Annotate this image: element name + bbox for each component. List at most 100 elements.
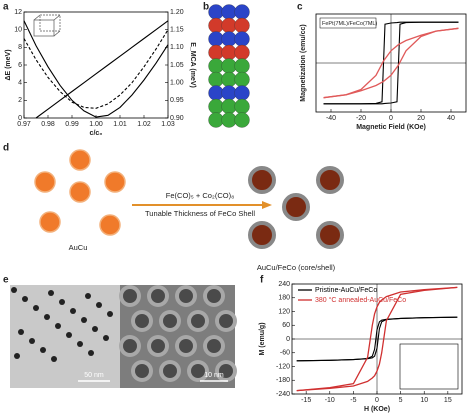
panel-label: a bbox=[3, 2, 9, 13]
panel-label: b bbox=[203, 2, 209, 13]
x-tick-label: -40 bbox=[326, 115, 336, 122]
series-line bbox=[296, 286, 458, 392]
atom bbox=[221, 44, 237, 61]
core bbox=[179, 289, 193, 303]
nanoparticle bbox=[18, 329, 24, 335]
nanoparticle bbox=[70, 308, 76, 314]
atom bbox=[234, 58, 250, 74]
nanoparticle bbox=[81, 317, 87, 323]
atom bbox=[234, 85, 250, 101]
x-tick-label: 20 bbox=[417, 115, 425, 122]
nanoparticle bbox=[44, 314, 50, 320]
atom bbox=[234, 31, 250, 47]
y-tick-label: 12 bbox=[14, 9, 22, 16]
scale-label: 50 nm bbox=[84, 372, 104, 379]
panel-label: e bbox=[3, 275, 9, 286]
series-line bbox=[23, 20, 169, 118]
core bbox=[163, 364, 177, 378]
x-tick-label: 1.03 bbox=[161, 121, 175, 128]
atom bbox=[234, 44, 250, 61]
y-tick-label: 8 bbox=[18, 44, 22, 51]
x-tick-label: 0 bbox=[375, 397, 379, 404]
panel-label: c bbox=[297, 2, 303, 13]
series-line bbox=[35, 20, 169, 119]
nanoparticle bbox=[11, 287, 17, 293]
series-line bbox=[323, 21, 459, 105]
atom bbox=[221, 58, 237, 74]
y2-axis-title: E_MCA (meV) bbox=[189, 42, 196, 88]
atom bbox=[208, 31, 224, 47]
x-axis-title: H (KOe) bbox=[364, 406, 390, 413]
x-tick-label: 0.98 bbox=[41, 121, 55, 128]
y-tick-label: 0 bbox=[286, 336, 290, 343]
nanoparticle bbox=[48, 290, 54, 296]
atom bbox=[221, 17, 237, 34]
x-tick-label: 0.97 bbox=[17, 121, 31, 128]
y2-tick-label: 1.00 bbox=[170, 80, 184, 87]
nanoparticle bbox=[96, 302, 102, 308]
arrow-label: Tunable Thickness of FeCo Shell bbox=[145, 209, 255, 218]
atom bbox=[208, 112, 224, 128]
cube-icon bbox=[33, 14, 61, 37]
nanoparticle bbox=[85, 293, 91, 299]
core bbox=[123, 289, 137, 303]
y-tick-label: 180 bbox=[278, 295, 290, 302]
x-tick-label: -5 bbox=[350, 397, 356, 404]
atom bbox=[208, 71, 224, 88]
series-line bbox=[296, 316, 458, 362]
x-tick-label: 0.99 bbox=[65, 121, 79, 128]
y-tick-label: 0 bbox=[18, 115, 22, 122]
atom bbox=[234, 17, 250, 34]
atom bbox=[221, 31, 237, 47]
series-line bbox=[296, 286, 458, 392]
core bbox=[219, 364, 233, 378]
atom-stack bbox=[208, 4, 250, 128]
x-axis-title: c/c₀ bbox=[90, 130, 103, 137]
x-tick-label: -10 bbox=[325, 397, 335, 404]
core bbox=[135, 314, 149, 328]
y2-tick-label: 1.05 bbox=[170, 62, 184, 69]
atom bbox=[208, 98, 224, 115]
x-tick-label: 1.01 bbox=[113, 121, 127, 128]
x-tick-label: 1.00 bbox=[89, 121, 103, 128]
y-tick-label: 10 bbox=[14, 27, 22, 34]
atom bbox=[221, 112, 237, 128]
x-tick-label: 40 bbox=[447, 115, 455, 122]
nanoparticle bbox=[40, 347, 46, 353]
y2-tick-label: 1.20 bbox=[170, 9, 184, 16]
atom bbox=[221, 85, 237, 101]
annotation-box bbox=[319, 17, 377, 29]
core bbox=[135, 364, 149, 378]
core bbox=[123, 339, 137, 353]
atom bbox=[234, 112, 250, 128]
core bbox=[207, 289, 221, 303]
x-tick-label: 15 bbox=[444, 397, 452, 404]
nanoparticle bbox=[55, 323, 61, 329]
atom bbox=[208, 44, 224, 61]
x-tick-label: 10 bbox=[420, 397, 428, 404]
x-tick-label: -20 bbox=[356, 115, 366, 122]
annotation: FePt(7ML)/FeCo(7ML) bbox=[322, 21, 377, 27]
atom bbox=[234, 4, 250, 20]
nanoparticle bbox=[51, 356, 57, 362]
nanoparticle bbox=[29, 338, 35, 344]
x-axis-title: Magnetic Field (KOe) bbox=[356, 124, 426, 131]
nanoparticle bbox=[107, 311, 113, 317]
legend-label: 380 °C annealed-AuCu/FeCo bbox=[315, 296, 406, 304]
y2-tick-label: 0.95 bbox=[170, 97, 184, 104]
y-tick-label: 6 bbox=[18, 62, 22, 69]
nanoparticle bbox=[33, 305, 39, 311]
core bbox=[191, 364, 205, 378]
series-line bbox=[323, 27, 459, 99]
atom bbox=[208, 17, 224, 34]
panel-label: d bbox=[3, 143, 9, 154]
x-tick-label: 0 bbox=[389, 115, 393, 122]
nanoparticle bbox=[22, 296, 28, 302]
nanoparticle bbox=[66, 332, 72, 338]
scheme-right-label: AuCu/FeCo (core/shell) bbox=[257, 263, 336, 272]
scheme bbox=[34, 149, 344, 249]
y-tick-label: 4 bbox=[18, 80, 22, 87]
x-tick-label: 1.02 bbox=[137, 121, 151, 128]
y2-tick-label: 0.90 bbox=[170, 115, 184, 122]
